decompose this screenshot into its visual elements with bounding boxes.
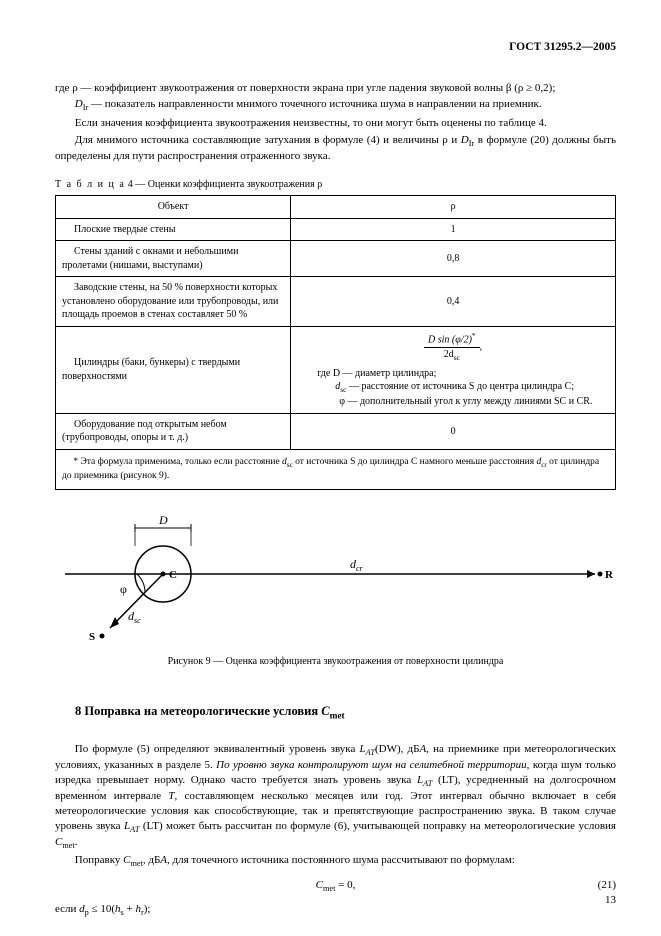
cdc: + [124,903,136,915]
para-rho-def: где ρ — коэффициент звукоотражения от по… [55,81,616,96]
table-row: Стены зданий с окнами и небольшими проле… [56,241,616,277]
s8ts: met [330,712,345,722]
page-number: 13 [605,893,616,908]
figure-caption: Рисунок 9 — Оценка коэффициента звукоотр… [55,655,616,669]
s8L1s: AT [366,748,375,757]
figure-9: D C S φ dsc dcr R [55,510,616,645]
cell-rho: 0,4 [291,277,616,327]
where-l3: φ — дополнительный угол к углу между лин… [317,395,609,409]
eq-number: (21) [598,878,616,893]
s8h: . [75,836,78,848]
s8a: По формуле (5) определяют эквивалентный … [75,743,360,755]
frac-num: D sin (φ/2) [428,334,472,345]
para-unknown: Если значения коэффициента звукоотражени… [55,116,616,131]
frac-den: 2d [444,349,454,360]
section-8-p1: По формуле (5) определяют эквивалентный … [55,742,616,852]
section-8-p2: Поправку Cmet, дБA, для точечного источн… [55,853,616,869]
table-row: Плоские твердые стены 1 [56,218,616,241]
s8C1s: met [62,841,74,850]
doc-header: ГОСТ 31295.2—2005 [55,40,616,56]
cap-spaced: Т а б л и ц а [55,179,125,190]
sym-DIr2: D [461,134,469,146]
lbl-phi: φ [120,582,127,596]
frac-comma: , [480,341,483,352]
s8b: (DW), дБ [375,743,419,755]
table-row: Оборудование под открытым небом (трубопр… [56,413,616,449]
cell-obj: Заводские стены, на 50 % поверхности кот… [56,277,291,327]
cdb: ≤ 10( [89,903,115,915]
condition-21: если dp ≤ 10(hs + hr); [55,902,616,918]
cap-rest: 4 — Оценки коэффициента звукоотражения ρ [125,179,322,190]
frac-den-sub: sc [454,353,460,362]
cell-rho-formula: D sin (φ/2)* 2dsc , где D — диаметр цили… [291,326,616,413]
cda: если [55,903,79,915]
para-dir-rest: — показатель направленности мнимого точе… [88,98,541,110]
para-imaginary: Для мнимого источника составляющие затух… [55,133,616,164]
fnb: от источника S до цилиндра С намного мен… [293,457,537,467]
cdd: ); [144,903,151,915]
cell-obj: Цилиндры (баки, бункеры) с твердыми пове… [56,326,291,413]
table-rho: Объект ρ Плоские твердые стены 1 Стены з… [55,195,616,490]
table-head-row: Объект ρ [56,196,616,219]
equation-21: Cmet = 0, (21) [55,878,616,894]
lbl-D: D [158,513,168,527]
footnote-cell: * Эта формула применима, только если рас… [56,449,616,489]
cell-obj: Плоские твердые стены [56,218,291,241]
fna: * Эта формула применима, только если рас… [73,457,282,467]
cell-rho: 0 [291,413,616,449]
frac-star: * [472,331,476,340]
s8L2s: AT [423,779,432,788]
table-row: Заводские стены, на 50 % поверхности кот… [56,277,616,327]
th-object: Объект [56,196,291,219]
eqCs: met [323,884,335,893]
para-dir: DIr — показатель направленности мнимого … [55,97,616,113]
sym-D: D [75,98,83,110]
figure-svg: D C S φ dsc dcr R [55,510,615,640]
table-row: Цилиндры (баки, бункеры) с твердыми пове… [56,326,616,413]
eq-body: = 0, [338,879,355,891]
table-footnote: * Эта формула применима, только если рас… [56,449,616,489]
cell-obj: Оборудование под открытым небом (трубопр… [56,413,291,449]
s8p2b: , дБ [143,854,160,866]
s8ta: 8 Поправка на метеорологические условия [75,704,321,718]
wl2b: — расстояние от источника S до центра ци… [346,381,574,392]
lbl-R: R [605,569,614,581]
lbl-dsc: dsc [128,609,141,625]
s8tb: C [321,704,329,718]
section-8-title: 8 Поправка на метеорологические условия … [55,703,616,723]
where-block: где D — диаметр цилиндра; dsc — расстоян… [297,367,609,409]
cell-rho: 0,8 [291,241,616,277]
cell-rho: 1 [291,218,616,241]
s8C2: C [123,854,130,866]
s8g: (LT) может быть рассчитан по формуле (6)… [139,820,616,832]
th-rho: ρ [291,196,616,219]
lbl-dcr: dcr [350,557,364,573]
where-l1: где D — диаметр цилиндра; [317,367,609,381]
s8C2s: met [131,860,143,869]
s8p2a: Поправку [75,854,123,866]
cell-obj: Стены зданий с окнами и небольшими проле… [56,241,291,277]
s8p2c: , для точечного источника постоянного шу… [167,854,515,866]
table-caption: Т а б л и ц а 4 — Оценки коэффициента зв… [55,178,616,192]
s8it: По уровню звука контролируют шум на сели… [216,759,527,771]
eqC: C [316,879,323,891]
where-l2: dsc — расстояние от источника S до центр… [317,380,609,395]
lbl-S: S [89,631,95,640]
t4a: Для мнимого источника составляющие затух… [75,134,461,146]
lbl-C: C [169,569,177,581]
cyl-fraction: D sin (φ/2)* 2dsc [424,331,480,363]
